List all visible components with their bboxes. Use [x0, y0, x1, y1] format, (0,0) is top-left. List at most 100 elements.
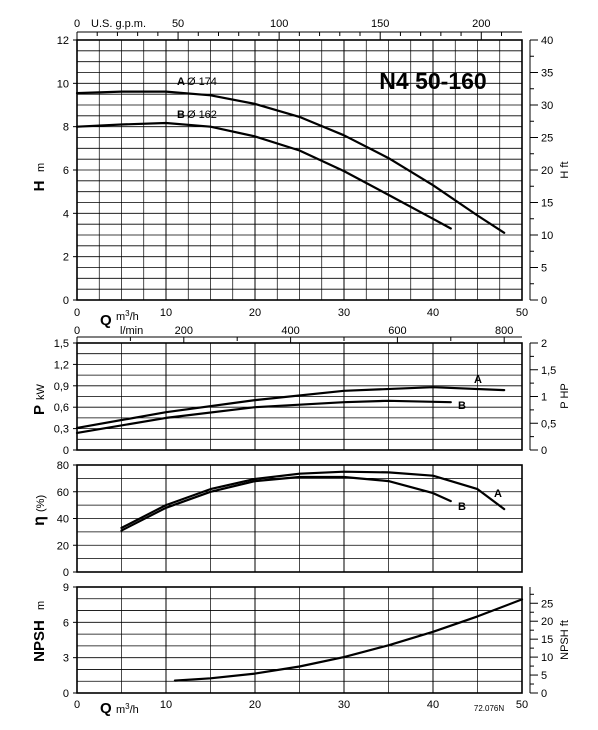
npsh-frame [76, 586, 523, 694]
q-tick-label-bottom: 0 [74, 699, 80, 711]
efficiency-left-tick-label: 60 [57, 487, 69, 499]
lmin-tick-label: 400 [281, 325, 299, 337]
q-tick-label-head: 30 [338, 307, 350, 319]
head-right-tick-label: 35 [541, 68, 553, 80]
gpm-tick-label: 50 [172, 18, 184, 30]
head-left-tick-label: 12 [57, 35, 69, 47]
head-right-tick-label: 40 [541, 35, 553, 47]
head-left-tick-label: 10 [57, 78, 69, 90]
q-tick-label-bottom: 20 [249, 699, 261, 711]
power-y2-label: P HP [559, 383, 571, 408]
power-left-tick-label: 0,6 [54, 402, 69, 414]
power-y-label: P [31, 405, 48, 415]
npsh-left-tick-label: 3 [63, 653, 69, 665]
gpm-tick-label: 100 [270, 18, 288, 30]
npsh-right-tick-label: 20 [541, 616, 553, 628]
power-left-tick-label: 0,9 [54, 381, 69, 393]
q-unit-head: m3/h [116, 309, 139, 323]
q-unit-bottom: m3/h [116, 702, 139, 716]
npsh-y-unit: m [35, 601, 47, 610]
frames-layer [73, 31, 538, 694]
power-left-tick-label: 0 [63, 445, 69, 457]
head-right-tick-label: 10 [541, 230, 553, 242]
power-left-tick-label: 1,2 [54, 359, 69, 371]
power-left-tick-label: 1,5 [54, 338, 69, 350]
q-tick-label-bottom: 10 [160, 699, 172, 711]
lmin-tick-label: 800 [495, 325, 513, 337]
head-curve-a [75, 90, 506, 234]
efficiency-left-tick-label: 80 [57, 460, 69, 472]
npsh-y2-label: NPSH ft [559, 620, 571, 660]
npsh-y-label: NPSH [31, 620, 48, 662]
gpm-tick-label: 200 [472, 18, 490, 30]
npsh-right-tick-label: 10 [541, 652, 553, 664]
gpm-tick-label: 0 [74, 18, 80, 30]
q-tick-label-head: 0 [74, 307, 80, 319]
grid-layer [77, 40, 522, 693]
text-layer: 024681012051015202530354000,30,60,91,21,… [54, 18, 557, 711]
q-tick-label-head: 10 [160, 307, 172, 319]
efficiency-left-tick-label: 0 [63, 567, 69, 579]
npsh-curve-npsh [173, 598, 524, 682]
q-axis-label-head: Q [100, 312, 112, 329]
head-curve-b [75, 121, 452, 230]
power-right-tick-label: 2 [541, 338, 547, 350]
efficiency-y-label: η [31, 516, 48, 526]
head-left-tick-label: 6 [63, 165, 69, 177]
head-right-tick-label: 0 [541, 295, 547, 307]
gpm-tick-label: 150 [371, 18, 389, 30]
efficiency-curve-a [120, 470, 506, 530]
head-left-tick-label: 0 [63, 295, 69, 307]
top-axis-label: U.S. g.p.m. [91, 18, 146, 30]
power-curve-b-label: B [458, 400, 466, 412]
q-tick-label-bottom: 50 [516, 699, 528, 711]
lmin-tick-label: 600 [388, 325, 406, 337]
efficiency-left-tick-label: 40 [57, 514, 69, 526]
efficiency-curve-a-label: A [494, 488, 502, 500]
head-y-label: H [31, 181, 48, 192]
lmin-tick-label: 0 [74, 325, 80, 337]
head-right-tick-label: 30 [541, 100, 553, 112]
efficiency-y-unit: (%) [35, 495, 47, 512]
power-left-tick-label: 0,3 [54, 424, 69, 436]
head-right-tick-label: 25 [541, 133, 553, 145]
q-tick-label-bottom: 30 [338, 699, 350, 711]
power-right-tick-label: 1,5 [541, 365, 556, 377]
head-left-tick-label: 4 [63, 208, 69, 220]
power-frame [76, 342, 523, 451]
power-curve-a-label: A [474, 374, 482, 386]
power-right-tick-label: 0 [541, 445, 547, 457]
power-y-unit: kW [35, 384, 47, 401]
npsh-right-tick-label: 5 [541, 670, 547, 682]
model-title: N4 50-160 [379, 68, 486, 94]
efficiency-left-tick-label: 20 [57, 540, 69, 552]
head-left-tick-label: 8 [63, 122, 69, 134]
curves-layer [75, 90, 524, 682]
lmin-axis-label: l/min [120, 325, 143, 337]
head-right-tick-label: 15 [541, 198, 553, 210]
power-right-tick-label: 0,5 [541, 418, 556, 430]
head-right-tick-label: 20 [541, 165, 553, 177]
q-axis-label-bottom: Q [100, 700, 112, 717]
lmin-tick-label: 200 [175, 325, 193, 337]
power-curve-a [75, 386, 506, 429]
drawing-code: 72.076N [474, 704, 504, 713]
npsh-left-tick-label: 6 [63, 617, 69, 629]
q-tick-label-head: 40 [427, 307, 439, 319]
head-y2-label: H ft [559, 161, 571, 178]
head-y-unit: m [35, 163, 47, 172]
q-tick-label-head: 50 [516, 307, 528, 319]
q-tick-label-head: 20 [249, 307, 261, 319]
power-right-tick-label: 1 [541, 392, 547, 404]
npsh-right-tick-label: 15 [541, 634, 553, 646]
q-tick-label-bottom: 40 [427, 699, 439, 711]
efficiency-curve-b [120, 475, 452, 532]
power-curve-b [75, 399, 452, 434]
head-right-tick-label: 5 [541, 263, 547, 275]
head-left-tick-label: 2 [63, 252, 69, 264]
